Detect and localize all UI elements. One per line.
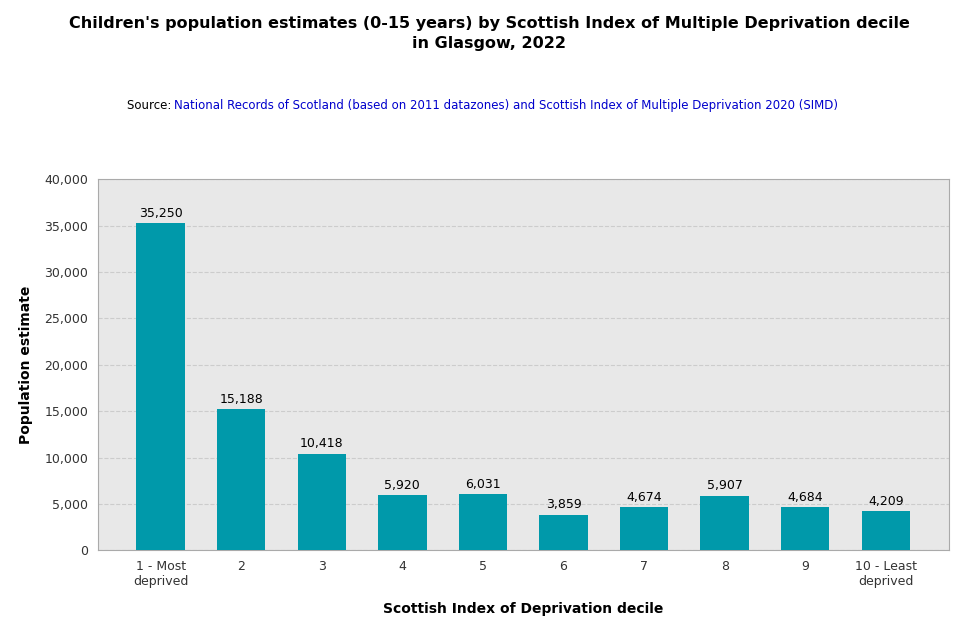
Bar (217, 410, 265, 550)
Text: 3,859: 3,859 (545, 499, 580, 511)
Text: 5,920: 5,920 (384, 479, 420, 492)
Bar (137, 223, 185, 550)
Y-axis label: Population estimate: Population estimate (20, 285, 33, 444)
Bar (378, 495, 426, 550)
Bar (619, 507, 667, 550)
Text: 10,418: 10,418 (300, 438, 343, 451)
Bar (781, 507, 828, 550)
Text: 35,250: 35,250 (139, 207, 183, 220)
Text: 4,209: 4,209 (868, 495, 903, 508)
Text: 5,907: 5,907 (706, 479, 742, 492)
Bar (861, 511, 909, 550)
Text: 4,684: 4,684 (786, 491, 823, 504)
Text: 15,188: 15,188 (219, 393, 263, 406)
Text: 6,031: 6,031 (465, 478, 500, 491)
Text: National Records of Scotland (based on 2011 datazones) and Scottish Index of Mul: National Records of Scotland (based on 2… (174, 99, 837, 112)
Bar (700, 495, 748, 550)
X-axis label: Scottish Index of Deprivation decile: Scottish Index of Deprivation decile (383, 602, 662, 616)
Bar (297, 454, 346, 550)
Bar (538, 515, 587, 550)
Text: 4,674: 4,674 (625, 491, 661, 504)
Text: Children's population estimates (0-15 years) by Scottish Index of Multiple Depri: Children's population estimates (0-15 ye… (68, 16, 909, 51)
Bar (458, 495, 507, 550)
Text: Source:: Source: (127, 99, 175, 112)
